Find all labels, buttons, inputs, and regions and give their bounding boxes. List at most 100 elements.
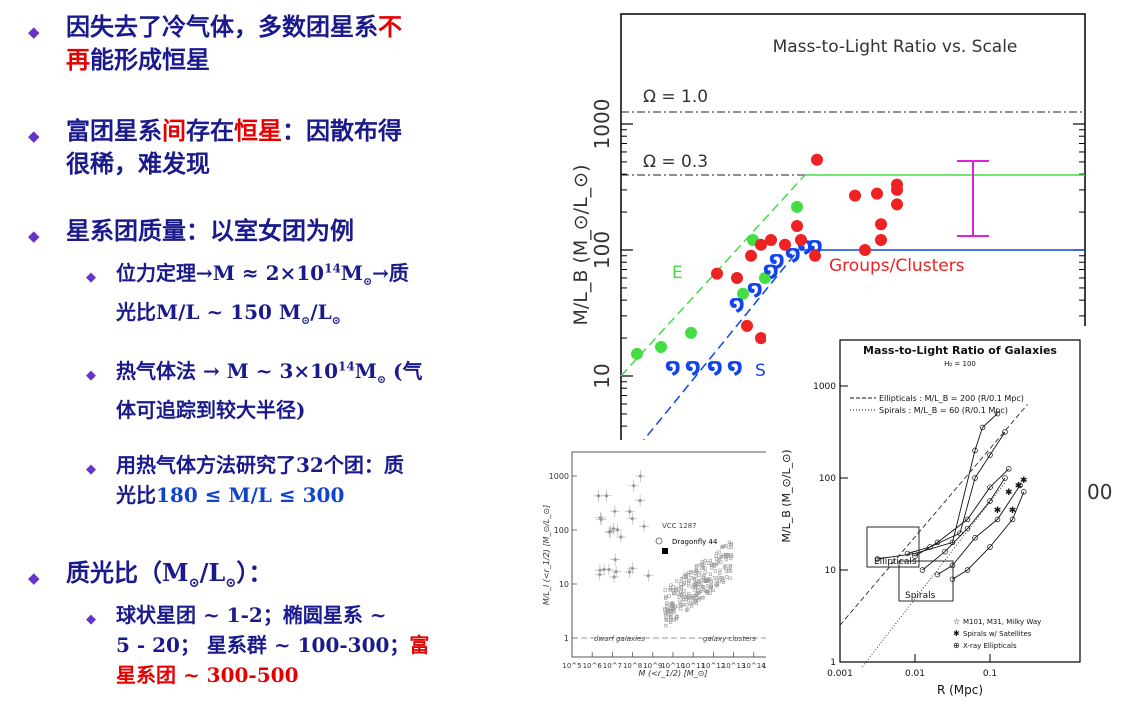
x-axis-label: R (Mpc) — [937, 683, 983, 697]
bullet-text: 热气体法 → M ~ 3×10 — [116, 359, 339, 383]
galaxy-point — [676, 604, 680, 608]
x-tick-label: 10^5 — [562, 662, 581, 670]
axis-ticks: 0.001 0.01 0.1 1 10 100 1000 — [813, 382, 997, 679]
galaxy-point — [725, 575, 729, 579]
galaxy-point — [663, 608, 667, 612]
galaxy-point — [689, 596, 694, 600]
y-tick-label: 10 — [825, 566, 837, 576]
y-tick-label: 10 — [559, 580, 569, 589]
galaxy-track-point — [934, 539, 941, 546]
dwarf-point — [615, 528, 620, 532]
galaxy-track-point — [979, 424, 986, 431]
bullet-text: (气 — [386, 359, 423, 383]
galaxy-point — [677, 595, 681, 599]
spirals-ref-line — [862, 482, 1006, 667]
y-tick-label: 1000 — [813, 382, 836, 392]
diamond-bullet-icon: ◆ — [28, 227, 40, 245]
dwarf-point — [632, 484, 636, 488]
galaxy-point — [672, 592, 676, 596]
galaxy-track-point — [994, 410, 1001, 417]
galaxy-point — [708, 591, 712, 595]
ellipticals-box — [866, 526, 920, 568]
galaxy-point — [684, 595, 688, 599]
galaxy-point — [672, 618, 676, 622]
galaxy-point — [682, 589, 686, 593]
galaxy-track-point — [942, 548, 948, 555]
plot-frame — [571, 451, 775, 658]
sun-symbol: ⊙ — [301, 314, 311, 327]
galaxy-point — [718, 571, 722, 575]
galaxy-point — [729, 556, 733, 561]
galaxy-point — [695, 592, 699, 596]
satellite-point: ✱ — [994, 506, 1002, 516]
y-tick-label: 1000 — [590, 99, 614, 150]
asterisk-icon: ✱ — [953, 629, 960, 638]
dwarf-point — [630, 566, 634, 570]
galaxy-track — [922, 477, 1006, 571]
diamond-bullet-icon: ◆ — [28, 569, 40, 587]
sub-bullet-ml-values: ◆ 球状星团 ~ 1-2；椭圆星系 ~ 5 - 20； 星系群 ~ 100-30… — [86, 600, 429, 690]
cluster-point — [731, 271, 743, 284]
y-tick-label: 1 — [830, 658, 836, 668]
dragonfly-label: Dragonfly 44 — [672, 538, 718, 546]
e-label: E — [672, 263, 683, 283]
sun-symbol: ⊙ — [331, 314, 341, 327]
galaxy-point — [709, 585, 713, 589]
x-tick-label: 10^6 — [583, 662, 603, 670]
legend-spirals: Spirals : M/L_B = 60 (R/0.1 Mpc) — [879, 406, 1008, 415]
dwarf-label: dwarf galaxies — [594, 635, 645, 643]
data-points: ໑໑໑໑໑໑໑໑ ໑໑໑ — [631, 153, 903, 378]
galaxy-point — [699, 582, 703, 586]
galaxy-point — [694, 585, 698, 590]
sp-point: ໑ — [769, 247, 784, 271]
galaxy-track — [937, 485, 1021, 575]
galaxy-track-point — [904, 550, 911, 557]
bullet-text: /L — [310, 300, 332, 324]
galaxy-point — [703, 558, 707, 563]
galaxy-point — [678, 592, 683, 596]
bullet-text: 光比 — [116, 483, 156, 507]
diamond-bullet-icon: ◆ — [28, 127, 40, 145]
bullet-text: 很稀，难发现 — [66, 149, 210, 178]
galaxy-track — [907, 431, 1006, 554]
y-tick-label: 1 — [564, 634, 569, 643]
x-tick-label: 10^7 — [603, 662, 622, 670]
diamond-bullet-icon: ◆ — [86, 612, 96, 627]
galaxy-point — [729, 553, 733, 557]
dragonfly-chart: 10^5 10^6 10^7 10^8 10^9 10^10 10^11 10^12 10^13… — [527, 440, 787, 680]
x-tick-label: 0.01 — [905, 669, 925, 679]
galaxy-track-point — [1002, 429, 1008, 435]
galaxy-point — [728, 569, 733, 573]
galaxy-track-point — [949, 576, 956, 582]
sp-point: ໑ — [807, 233, 822, 257]
galaxy-point — [668, 620, 673, 624]
galaxy-point — [711, 588, 715, 593]
x-axis-label: M (<r_1/2) [M_⊙] — [639, 669, 708, 678]
sp-point: ໑ — [727, 354, 742, 378]
dwarf-point — [604, 494, 609, 498]
galaxy-point — [686, 607, 690, 611]
vcc-label: VCC 1287 — [662, 522, 697, 530]
galaxy-point — [667, 612, 671, 617]
dwarf-point — [598, 572, 602, 577]
galaxies-ml-chart: Mass-to-Light Ratio of Galaxies H₀ = 100… — [766, 326, 1086, 708]
x-tick-label: 10^12 — [702, 662, 726, 670]
galaxy-track-point — [1021, 489, 1027, 495]
galaxy-point — [716, 575, 721, 579]
galaxy-point — [687, 581, 691, 585]
cluster-point — [891, 198, 903, 211]
bullet-text: 球状星团 ~ 1-2；椭圆星系 ~ — [116, 603, 387, 627]
dwarf-point — [614, 570, 618, 574]
galaxy-track-point — [987, 452, 993, 458]
galaxy-point — [680, 603, 684, 607]
circle-plus-icon: ⊕ — [953, 641, 960, 650]
galaxy-point — [708, 572, 712, 576]
galaxy-point — [703, 570, 707, 574]
bullet-intracluster-stars: ◆ 富团星系间存在恒星：因散布得 很稀，难发现 — [28, 114, 402, 180]
galaxy-point — [700, 595, 704, 600]
galaxy-point — [690, 594, 694, 598]
cluster-point — [871, 187, 883, 200]
bullet-highlight: 恒星 — [234, 116, 282, 145]
galaxy-point — [675, 591, 680, 595]
